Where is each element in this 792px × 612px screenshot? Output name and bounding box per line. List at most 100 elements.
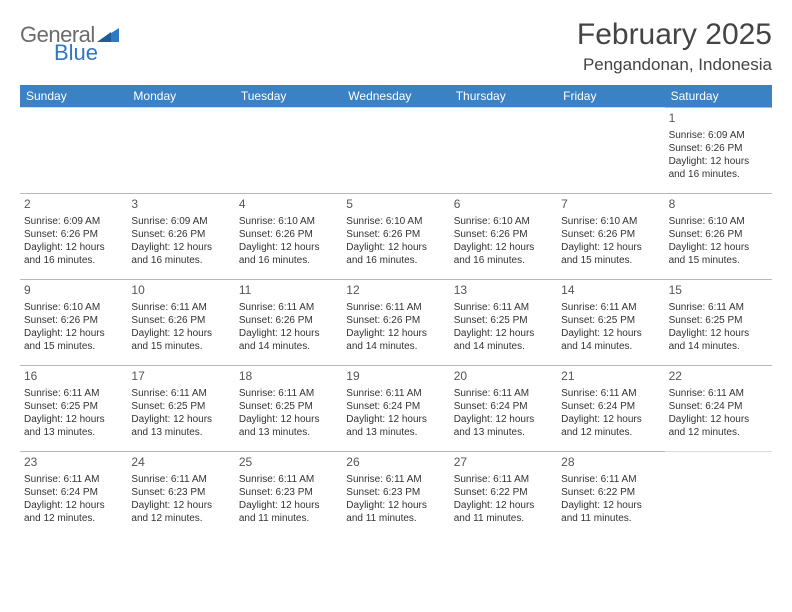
daylight-line: Daylight: 12 hours and 13 minutes. [24, 413, 123, 439]
day-number: 6 [454, 197, 553, 213]
sunset-line: Sunset: 6:26 PM [454, 228, 553, 241]
daylight-line: Daylight: 12 hours and 12 minutes. [131, 499, 230, 525]
sunset-line: Sunset: 6:24 PM [346, 400, 445, 413]
day-number: 19 [346, 369, 445, 385]
day-number: 1 [669, 111, 768, 127]
day-number: 24 [131, 455, 230, 471]
sunrise-line: Sunrise: 6:11 AM [561, 473, 660, 486]
daylight-line: Daylight: 12 hours and 13 minutes. [239, 413, 338, 439]
daylight-line: Daylight: 12 hours and 16 minutes. [239, 241, 338, 267]
day-number: 4 [239, 197, 338, 213]
sunrise-line: Sunrise: 6:11 AM [346, 473, 445, 486]
daylight-line: Daylight: 12 hours and 14 minutes. [561, 327, 660, 353]
calendar-cell: 22Sunrise: 6:11 AMSunset: 6:24 PMDayligh… [665, 365, 772, 451]
daylight-line: Daylight: 12 hours and 15 minutes. [131, 327, 230, 353]
sunset-line: Sunset: 6:25 PM [561, 314, 660, 327]
sunset-line: Sunset: 6:26 PM [131, 314, 230, 327]
sunrise-line: Sunrise: 6:10 AM [24, 301, 123, 314]
calendar-header-row: SundayMondayTuesdayWednesdayThursdayFrid… [20, 85, 772, 107]
day-number: 13 [454, 283, 553, 299]
calendar-cell: 14Sunrise: 6:11 AMSunset: 6:25 PMDayligh… [557, 279, 664, 365]
sunrise-line: Sunrise: 6:11 AM [24, 387, 123, 400]
daylight-line: Daylight: 12 hours and 15 minutes. [561, 241, 660, 267]
daylight-line: Daylight: 12 hours and 16 minutes. [346, 241, 445, 267]
calendar-cell: 13Sunrise: 6:11 AMSunset: 6:25 PMDayligh… [450, 279, 557, 365]
daylight-line: Daylight: 12 hours and 15 minutes. [669, 241, 768, 267]
daylight-line: Daylight: 12 hours and 11 minutes. [239, 499, 338, 525]
daylight-line: Daylight: 12 hours and 16 minutes. [131, 241, 230, 267]
sunset-line: Sunset: 6:25 PM [239, 400, 338, 413]
title-block: February 2025 Pengandonan, Indonesia [577, 18, 772, 75]
calendar-cell: 8Sunrise: 6:10 AMSunset: 6:26 PMDaylight… [665, 193, 772, 279]
daylight-line: Daylight: 12 hours and 14 minutes. [239, 327, 338, 353]
sunrise-line: Sunrise: 6:11 AM [239, 387, 338, 400]
header: General Blue February 2025 Pengandonan, … [20, 18, 772, 75]
sunrise-line: Sunrise: 6:11 AM [346, 387, 445, 400]
sunrise-line: Sunrise: 6:11 AM [561, 301, 660, 314]
weekday-header: Tuesday [235, 85, 342, 107]
calendar-body: 1Sunrise: 6:09 AMSunset: 6:26 PMDaylight… [20, 107, 772, 537]
calendar-cell: 6Sunrise: 6:10 AMSunset: 6:26 PMDaylight… [450, 193, 557, 279]
sunrise-line: Sunrise: 6:11 AM [561, 387, 660, 400]
sunrise-line: Sunrise: 6:11 AM [239, 301, 338, 314]
day-number: 15 [669, 283, 768, 299]
calendar-cell: 1Sunrise: 6:09 AMSunset: 6:26 PMDaylight… [665, 107, 772, 193]
sunrise-line: Sunrise: 6:10 AM [561, 215, 660, 228]
sunset-line: Sunset: 6:25 PM [669, 314, 768, 327]
sunset-line: Sunset: 6:26 PM [561, 228, 660, 241]
calendar-cell-empty [20, 107, 127, 193]
sunrise-line: Sunrise: 6:11 AM [669, 387, 768, 400]
day-number: 26 [346, 455, 445, 471]
calendar-cell: 16Sunrise: 6:11 AMSunset: 6:25 PMDayligh… [20, 365, 127, 451]
calendar-cell-empty [450, 107, 557, 193]
daylight-line: Daylight: 12 hours and 12 minutes. [561, 413, 660, 439]
weekday-header: Saturday [665, 85, 772, 107]
calendar-cell-empty [235, 107, 342, 193]
sunset-line: Sunset: 6:22 PM [561, 486, 660, 499]
sunset-line: Sunset: 6:26 PM [239, 314, 338, 327]
sunset-line: Sunset: 6:23 PM [239, 486, 338, 499]
sunset-line: Sunset: 6:25 PM [131, 400, 230, 413]
daylight-line: Daylight: 12 hours and 13 minutes. [454, 413, 553, 439]
weekday-header: Monday [127, 85, 234, 107]
day-number: 27 [454, 455, 553, 471]
calendar-cell: 2Sunrise: 6:09 AMSunset: 6:26 PMDaylight… [20, 193, 127, 279]
daylight-line: Daylight: 12 hours and 14 minutes. [669, 327, 768, 353]
day-number: 9 [24, 283, 123, 299]
sunset-line: Sunset: 6:25 PM [454, 314, 553, 327]
calendar-cell: 4Sunrise: 6:10 AMSunset: 6:26 PMDaylight… [235, 193, 342, 279]
calendar-cell: 26Sunrise: 6:11 AMSunset: 6:23 PMDayligh… [342, 451, 449, 537]
sunrise-line: Sunrise: 6:11 AM [131, 387, 230, 400]
daylight-line: Daylight: 12 hours and 11 minutes. [561, 499, 660, 525]
sunrise-line: Sunrise: 6:09 AM [669, 129, 768, 142]
sunrise-line: Sunrise: 6:11 AM [669, 301, 768, 314]
sunset-line: Sunset: 6:24 PM [561, 400, 660, 413]
sunset-line: Sunset: 6:26 PM [24, 228, 123, 241]
sunrise-line: Sunrise: 6:10 AM [239, 215, 338, 228]
sunset-line: Sunset: 6:26 PM [131, 228, 230, 241]
logo: General Blue [20, 24, 119, 64]
sunrise-line: Sunrise: 6:11 AM [346, 301, 445, 314]
day-number: 7 [561, 197, 660, 213]
calendar-cell: 27Sunrise: 6:11 AMSunset: 6:22 PMDayligh… [450, 451, 557, 537]
sunrise-line: Sunrise: 6:11 AM [131, 473, 230, 486]
sunrise-line: Sunrise: 6:09 AM [131, 215, 230, 228]
sunset-line: Sunset: 6:23 PM [346, 486, 445, 499]
page-title: February 2025 [577, 18, 772, 52]
calendar-cell: 10 Sunrise: 6:11 AMSunset: 6:26 PMDayligh… [127, 279, 234, 365]
daylight-line: Daylight: 12 hours and 16 minutes. [24, 241, 123, 267]
calendar-cell: 24Sunrise: 6:11 AMSunset: 6:23 PMDayligh… [127, 451, 234, 537]
calendar-cell: 19Sunrise: 6:11 AMSunset: 6:24 PMDayligh… [342, 365, 449, 451]
calendar-cell: 9Sunrise: 6:10 AMSunset: 6:26 PMDaylight… [20, 279, 127, 365]
sunrise-line: Sunrise: 6:11 AM [131, 301, 230, 314]
day-number: 10 [131, 283, 230, 299]
weekday-header: Thursday [450, 85, 557, 107]
calendar-cell: 20Sunrise: 6:11 AMSunset: 6:24 PMDayligh… [450, 365, 557, 451]
logo-text-wrap: General Blue [20, 24, 119, 64]
sunset-line: Sunset: 6:26 PM [24, 314, 123, 327]
sunrise-line: Sunrise: 6:11 AM [24, 473, 123, 486]
calendar-cell: 5Sunrise: 6:10 AMSunset: 6:26 PMDaylight… [342, 193, 449, 279]
sunrise-line: Sunrise: 6:11 AM [454, 473, 553, 486]
daylight-line: Daylight: 12 hours and 11 minutes. [454, 499, 553, 525]
calendar-cell: 12Sunrise: 6:11 AMSunset: 6:26 PMDayligh… [342, 279, 449, 365]
